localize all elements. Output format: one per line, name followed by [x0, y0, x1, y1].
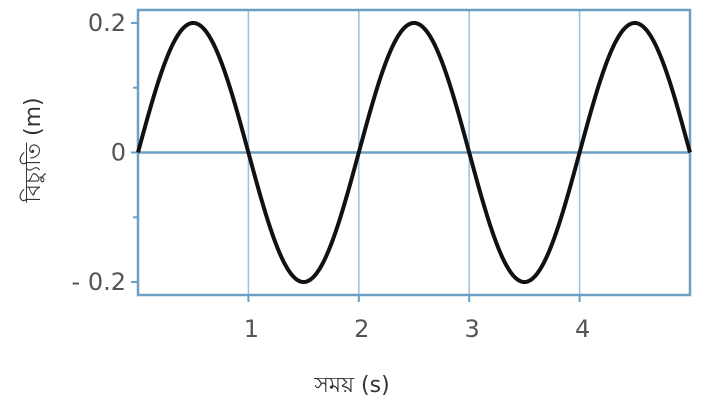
y-axis-title: বিচ্যুতি (m): [20, 97, 46, 203]
data-point: [551, 242, 554, 245]
data-point: [192, 21, 195, 24]
data-point: [606, 60, 609, 63]
labels-layer: 0.2 0 - 0.2 1 2 3 4: [72, 9, 591, 343]
data-point: [495, 242, 498, 245]
data-point: [275, 242, 278, 245]
curve-layer: [136, 20, 692, 285]
x-tick-label: 4: [575, 315, 590, 343]
data-point: [302, 281, 305, 284]
data-point: [385, 60, 388, 63]
data-point: [468, 151, 471, 154]
data-point: [440, 60, 443, 63]
x-tick-label: 3: [465, 315, 480, 343]
data-point: [247, 151, 250, 154]
data-point: [578, 151, 581, 154]
data-point: [219, 60, 222, 63]
series-line: [136, 20, 692, 285]
y-tick-label: 0: [111, 139, 126, 167]
data-point: [689, 151, 692, 154]
data-point: [413, 21, 416, 24]
data-point: [633, 21, 636, 24]
data-point: [357, 151, 360, 154]
data-point: [137, 151, 140, 154]
y-tick-label: 0.2: [88, 9, 126, 37]
x-tick-label: 2: [354, 315, 369, 343]
data-point: [330, 242, 333, 245]
data-point: [523, 281, 526, 284]
data-point: [164, 60, 167, 63]
y-tick-label: - 0.2: [72, 268, 126, 296]
axes-layer: [131, 8, 692, 302]
data-point: [661, 60, 664, 63]
x-axis-title: সময় (s): [313, 373, 389, 398]
x-tick-label: 1: [244, 315, 259, 343]
